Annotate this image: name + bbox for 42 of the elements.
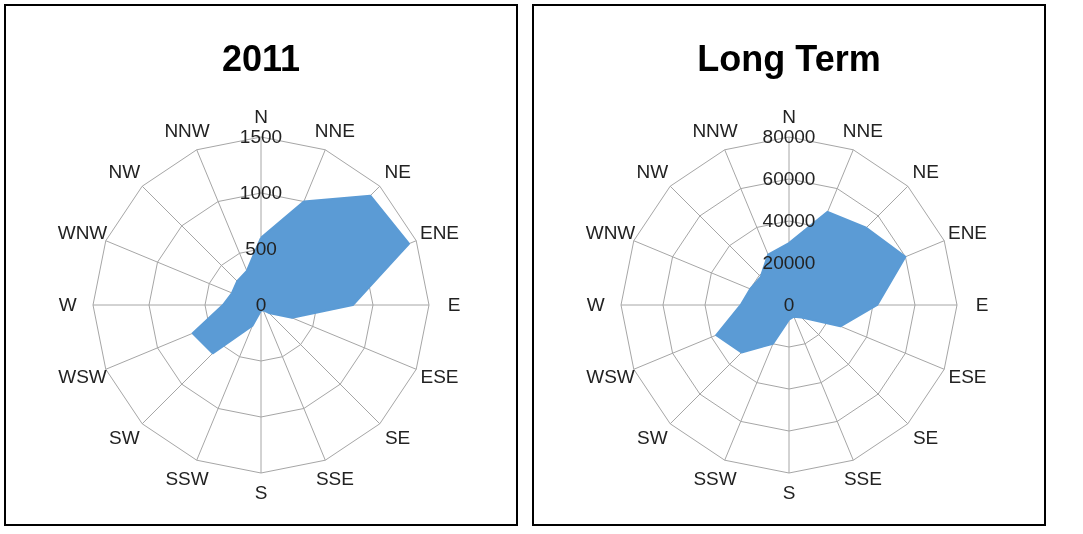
spoke-label: S (782, 482, 796, 504)
spoke-label: NW (636, 160, 669, 182)
spoke-label: SSW (693, 467, 737, 489)
spoke-label: ESE (420, 366, 459, 388)
chart-title: 2011 (221, 38, 301, 79)
spoke-label: SE (912, 427, 939, 449)
spoke-label: NW (108, 160, 141, 182)
spoke-label: NNE (842, 120, 883, 142)
spoke-label: WNW (57, 221, 108, 243)
y-tick-label: 80000 (762, 126, 816, 147)
spoke-label: NNE (314, 120, 355, 142)
spoke-label: NNW (164, 120, 210, 142)
spoke-label: SW (109, 427, 140, 449)
spoke-label: N (782, 105, 796, 127)
spoke-label: ENE (419, 221, 460, 243)
spoke-label: WNW (585, 221, 636, 243)
chart-title: Long Term (697, 38, 881, 79)
spoke-label: ESE (948, 366, 987, 388)
spoke-label: SSW (165, 467, 209, 489)
spoke-label: SSE (315, 467, 354, 489)
spoke-label: SSE (843, 467, 882, 489)
spoke-label: W (58, 294, 77, 315)
spoke-label: S (254, 482, 268, 504)
y-tick-label: 0 (255, 294, 267, 315)
spoke-label: SE (384, 427, 411, 449)
spoke-label: WSW (586, 366, 635, 388)
spoke-label: NE (384, 160, 411, 182)
y-tick-label: 1500 (239, 126, 283, 147)
spoke-label: WSW (58, 366, 107, 388)
y-tick-label: 0 (783, 294, 795, 315)
y-tick-label: 1000 (239, 182, 283, 203)
spoke-label: E (975, 294, 989, 315)
spoke-label: NE (912, 160, 939, 182)
y-tick-label: 20000 (762, 252, 816, 273)
y-tick-label: 40000 (762, 210, 816, 231)
spoke-label: E (447, 294, 461, 315)
spoke-label: W (586, 294, 605, 315)
y-tick-label: 60000 (762, 168, 816, 189)
spoke-label: SW (637, 427, 668, 449)
spoke-label: ENE (947, 221, 988, 243)
spoke-label: N (254, 105, 268, 127)
spoke-label: NNW (692, 120, 738, 142)
